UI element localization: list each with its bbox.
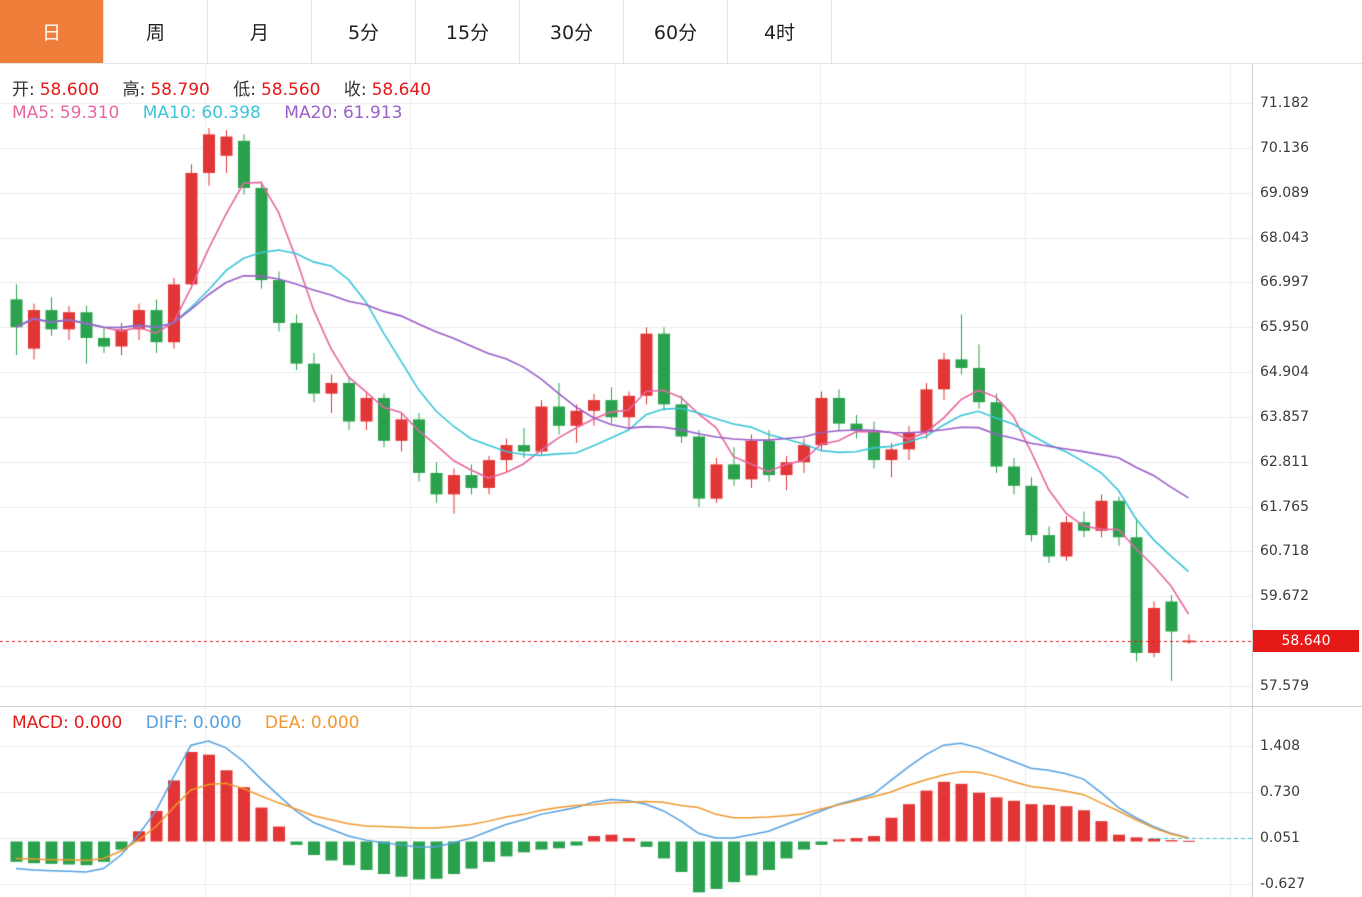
open-label: 开: (12, 80, 35, 100)
price-axis-label: 70.136 (1260, 139, 1309, 156)
tab-day[interactable]: 日 (0, 0, 104, 63)
ma10-item: MA10: 60.398 (143, 103, 261, 123)
tab-month[interactable]: 月 (208, 0, 312, 63)
ohlc-open: 开: 58.600 (12, 80, 99, 100)
price-axis-label: 64.904 (1260, 364, 1309, 381)
macd-axis-label: -0.627 (1260, 876, 1306, 892)
ma-legend: MA5: 59.310 MA10: 60.398 MA20: 61.913 (12, 103, 420, 123)
price-axis-label: 60.718 (1260, 543, 1309, 560)
tab-4hour[interactable]: 4时 (728, 0, 832, 63)
timeframe-tabbar: 日周月 5分 15分 30分 60分 4时 (0, 0, 1362, 64)
ma20-item: MA20: 61.913 (284, 103, 402, 123)
price-axis-label: 66.997 (1260, 274, 1309, 291)
price-axis-label: 71.182 (1260, 95, 1309, 111)
price-axis-label: 59.672 (1260, 588, 1309, 605)
high-label: 高: (122, 80, 146, 100)
current-price-tag: 58.640 (1253, 629, 1359, 652)
price-axis-label: 57.579 (1260, 678, 1309, 694)
price-axis-label: 65.950 (1260, 319, 1309, 336)
macd-legend: MACD: 0.000 DIFF: 0.000 DEA: 0.000 (12, 713, 377, 733)
ma5-value: 59.310 (59, 103, 120, 123)
macd-value: 0.000 (73, 713, 123, 733)
price-axis-label: 68.043 (1260, 229, 1309, 246)
close-value: 58.640 (371, 80, 432, 100)
low-value: 58.560 (260, 80, 321, 100)
tab-60min[interactable]: 60分 (624, 0, 728, 63)
ohlc-legend: 开: 58.600 高: 58.790 低: 58.560 收: 58.640 (12, 75, 449, 100)
dea-item: DEA: 0.000 (265, 713, 360, 733)
macd-axis-label: 0.051 (1260, 830, 1301, 847)
tab-30min[interactable]: 30分 (520, 0, 624, 63)
axis-separator (1252, 64, 1253, 897)
macd-indicator-chart[interactable] (0, 706, 1252, 897)
low-label: 低: (233, 80, 256, 100)
macd-item: MACD: 0.000 (12, 713, 122, 733)
diff-label: DIFF: (145, 713, 188, 733)
tab-15min[interactable]: 15分 (416, 0, 520, 63)
price-axis-label: 63.857 (1260, 408, 1309, 425)
high-value: 58.790 (150, 80, 210, 100)
ma5-label: MA5: (12, 103, 55, 123)
main-candlestick-chart[interactable] (0, 64, 1252, 706)
current-price-value: 58.640 (1281, 632, 1331, 649)
panel-separator (0, 706, 1362, 707)
ma10-label: MA10: (142, 103, 197, 123)
dea-value: 0.000 (310, 713, 360, 733)
ma20-label: MA20: (284, 103, 338, 123)
tab-5min[interactable]: 5分 (312, 0, 416, 63)
diff-value: 0.000 (192, 713, 242, 733)
macd-axis-label: 0.730 (1260, 783, 1301, 800)
ma10-value: 60.398 (201, 103, 261, 123)
macd-axis-label: 1.408 (1260, 738, 1301, 754)
ohlc-low: 低: 58.560 (233, 80, 320, 100)
ma20-value: 61.913 (342, 103, 403, 123)
price-axis-label: 62.811 (1260, 453, 1309, 470)
ohlc-close: 收: 58.640 (344, 80, 431, 100)
dea-label: DEA: (264, 713, 306, 733)
ohlc-high: 高: 58.790 (123, 80, 210, 100)
ma5-item: MA5: 59.310 (12, 103, 119, 123)
price-axis-label: 61.765 (1260, 498, 1309, 515)
diff-item: DIFF: 0.000 (146, 713, 242, 733)
tab-week[interactable]: 周 (104, 0, 208, 63)
close-label: 收: (343, 80, 367, 100)
price-axis-label: 69.089 (1260, 184, 1309, 201)
open-value: 58.600 (39, 80, 100, 100)
macd-label: MACD: (12, 713, 69, 733)
